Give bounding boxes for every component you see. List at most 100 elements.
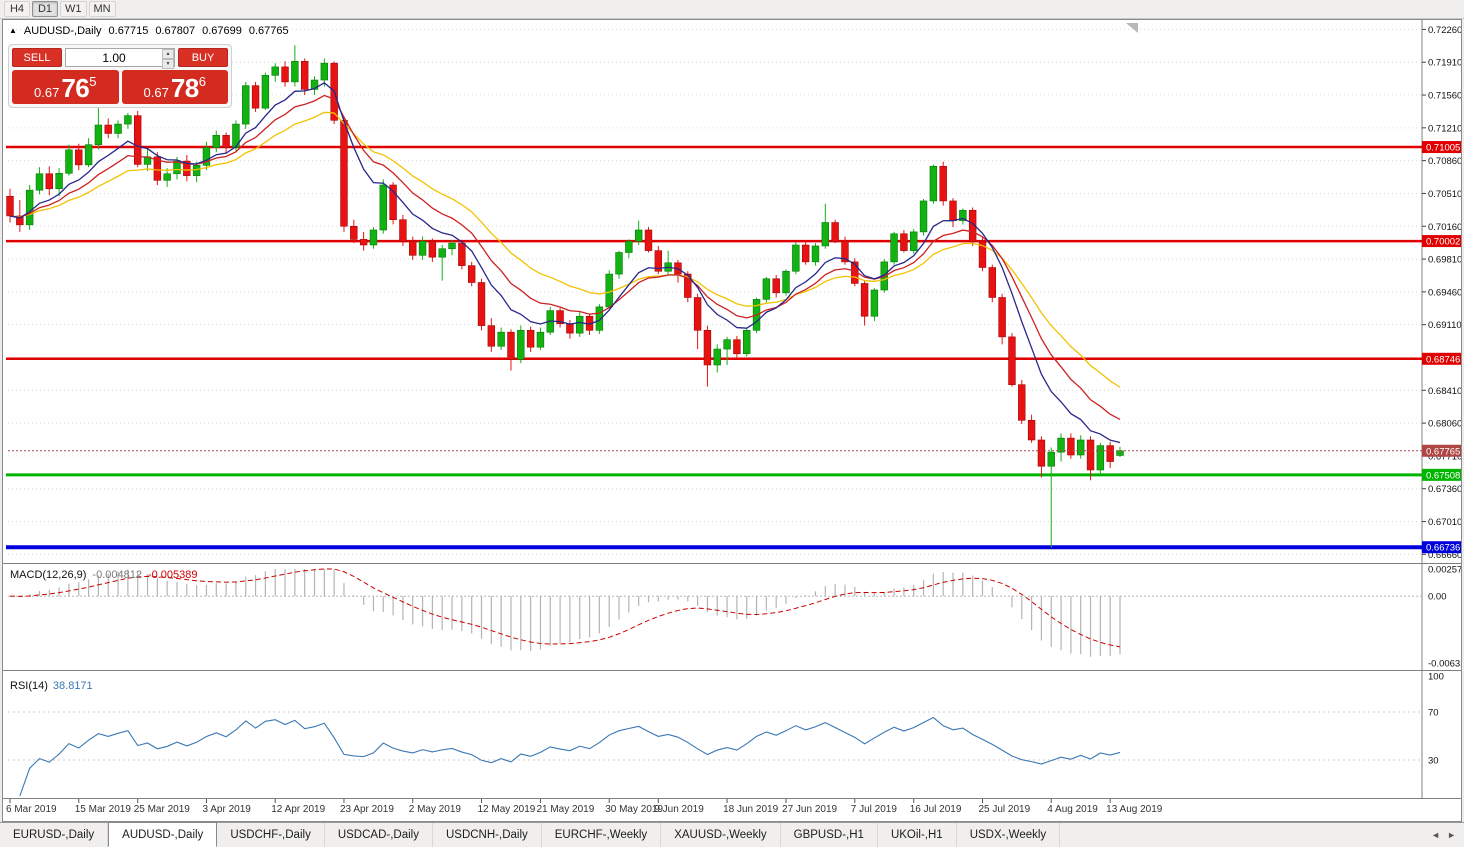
svg-text:0.70510: 0.70510 [1428,189,1462,200]
volume-increase-button[interactable]: ▴ [162,49,174,59]
svg-text:0.69460: 0.69460 [1428,287,1462,298]
svg-text:0.71210: 0.71210 [1428,123,1462,134]
symbol-marker-icon: ▲ [9,25,17,35]
price-scale[interactable]: 0.72260 0.71910 0.71560 0.71210 0.70860 0.705… [1422,25,1462,561]
svg-text:-0.006326: -0.006326 [1428,659,1462,670]
svg-text:0.00: 0.00 [1428,592,1447,603]
ma-fast-line [9,82,1121,444]
svg-text:0.68410: 0.68410 [1428,386,1462,397]
svg-text:0.67765: 0.67765 [1426,446,1460,457]
svg-text:0.67710: 0.67710 [1428,451,1462,462]
svg-text:30: 30 [1428,756,1439,767]
svg-text:27 Jun 2019: 27 Jun 2019 [782,804,837,815]
buy-button[interactable]: BUY [178,48,228,67]
tab-audusd-daily[interactable]: AUDUSD-,Daily [108,822,218,847]
timeframe-h4-button[interactable]: H4 [4,1,30,17]
buy-price-big: 78 [170,73,199,103]
ohlc-close: 0.67765 [248,25,289,37]
svg-text:0.67010: 0.67010 [1428,517,1462,528]
ohlc-low: 0.67699 [202,25,242,37]
tab-scroll-left-icon[interactable]: ◄ [1431,830,1441,840]
svg-text:100: 100 [1428,672,1444,683]
svg-text:12 May 2019: 12 May 2019 [478,804,536,815]
timeframe-d1-button[interactable]: D1 [32,1,58,17]
tab-usdx-weekly[interactable]: USDX-,Weekly [957,823,1061,847]
svg-text:0.67360: 0.67360 [1428,484,1462,495]
svg-text:0.71560: 0.71560 [1428,91,1462,102]
svg-text:0.69110: 0.69110 [1428,320,1462,331]
tab-usdcnh-daily[interactable]: USDCNH-,Daily [433,823,542,847]
sell-price-big: 76 [61,73,90,103]
sell-button[interactable]: SELL [12,48,62,67]
panel-frame [2,19,1462,822]
tab-usdchf-daily[interactable]: USDCHF-,Daily [217,823,325,847]
sell-price-display[interactable]: 0.67 76 5 [12,70,119,104]
svg-text:0.66660: 0.66660 [1428,550,1462,561]
rsi-panel: RSI(14) 38.8171 100 70 30 [8,672,1444,797]
svg-text:0.70160: 0.70160 [1428,222,1462,233]
tab-scroll-right-icon[interactable]: ► [1447,830,1456,840]
price-badges: 0.71005 0.70002 0.68746 0.67508 0.66736 0.677… [1422,141,1462,554]
candlestick-series [6,45,1124,548]
svg-text:18 Jun 2019: 18 Jun 2019 [723,804,778,815]
volume-decrease-button[interactable]: ▾ [162,59,174,69]
buy-price-pip: 6 [198,74,206,89]
chart-tabs: EURUSD-,Daily AUDUSD-,Daily USDCHF-,Daily U… [0,822,1061,847]
chart-ohlc-header: ▲ AUDUSD-,Daily 0.67715 0.67807 0.67699 … [9,25,289,37]
svg-text:0.72260: 0.72260 [1428,25,1462,36]
svg-text:7 Jul 2019: 7 Jul 2019 [851,804,898,815]
buy-price-base: 0.67 [143,85,169,100]
svg-text:25 Mar 2019: 25 Mar 2019 [134,804,191,815]
volume-input-group: ▴ ▾ [65,48,175,69]
ma-slow-line [9,111,1121,388]
moving-averages [9,82,1121,444]
svg-text:13 Aug 2019: 13 Aug 2019 [1106,804,1163,815]
chart-symbol-label: AUDUSD-,Daily [23,25,102,37]
volume-input[interactable] [66,49,174,66]
volume-spinner: ▴ ▾ [162,49,174,69]
svg-text:15 Mar 2019: 15 Mar 2019 [75,804,132,815]
sell-price-pip: 5 [89,74,97,89]
time-axis[interactable]: 6 Mar 2019 15 Mar 2019 25 Mar 2019 3 Apr 20… [6,799,1163,815]
svg-text:0.70860: 0.70860 [1428,156,1462,167]
svg-text:6 Mar 2019: 6 Mar 2019 [6,804,57,815]
timeframe-mn-button[interactable]: MN [88,1,116,17]
sell-price-base: 0.67 [34,85,60,100]
buy-price-display[interactable]: 0.67 78 6 [121,70,228,104]
svg-text:0.71910: 0.71910 [1428,58,1462,69]
chart-canvas[interactable]: 0.72260 0.71910 0.71560 0.71210 0.70860 0.705… [2,19,1462,822]
horizontal-level-lines[interactable] [6,145,1422,550]
chart-window[interactable]: 0.72260 0.71910 0.71560 0.71210 0.70860 0.705… [2,19,1462,822]
tab-gbpusd-h1[interactable]: GBPUSD-,H1 [781,823,878,847]
chart-tab-bar: EURUSD-,Daily AUDUSD-,Daily USDCHF-,Daily U… [0,822,1464,847]
rsi-label: RSI(14) 38.8171 [10,680,93,692]
tab-eurusd-daily[interactable]: EURUSD-,Daily [0,823,109,847]
tab-eurchf-weekly[interactable]: EURCHF-,Weekly [542,823,662,847]
svg-text:0.67508: 0.67508 [1426,470,1460,481]
svg-text:30 May 2019: 30 May 2019 [605,804,663,815]
macd-label: MACD(12,26,9) -0.004812 -0.005389 [10,569,198,581]
timeframe-w1-button[interactable]: W1 [60,1,87,17]
tab-navigation: ◄ ► [1431,823,1464,847]
svg-text:9 Jun 2019: 9 Jun 2019 [654,804,704,815]
svg-text:0.71005: 0.71005 [1426,143,1460,154]
svg-text:0.002574: 0.002574 [1428,565,1462,576]
svg-text:21 May 2019: 21 May 2019 [536,804,594,815]
svg-text:25 Jul 2019: 25 Jul 2019 [978,804,1030,815]
svg-text:0.69810: 0.69810 [1428,255,1462,266]
timeframe-toolbar: H4 D1 W1 MN [0,0,1464,19]
chart-shift-marker[interactable] [1126,23,1138,33]
svg-text:0.68746: 0.68746 [1426,354,1460,365]
svg-text:16 Jul 2019: 16 Jul 2019 [910,804,962,815]
macd-panel: MACD(12,26,9)-0.004812-0.005389 0.002574 0… [8,565,1462,670]
svg-text:23 Apr 2019: 23 Apr 2019 [340,804,394,815]
tab-usdcad-daily[interactable]: USDCAD-,Daily [325,823,433,847]
tab-ukoil-h1[interactable]: UKOil-,H1 [878,823,957,847]
ohlc-open: 0.67715 [108,25,149,37]
svg-text:70: 70 [1428,708,1439,719]
svg-text:0.70002: 0.70002 [1426,237,1460,248]
tab-xauusd-weekly[interactable]: XAUUSD-,Weekly [661,823,781,847]
svg-text:12 Apr 2019: 12 Apr 2019 [271,804,325,815]
